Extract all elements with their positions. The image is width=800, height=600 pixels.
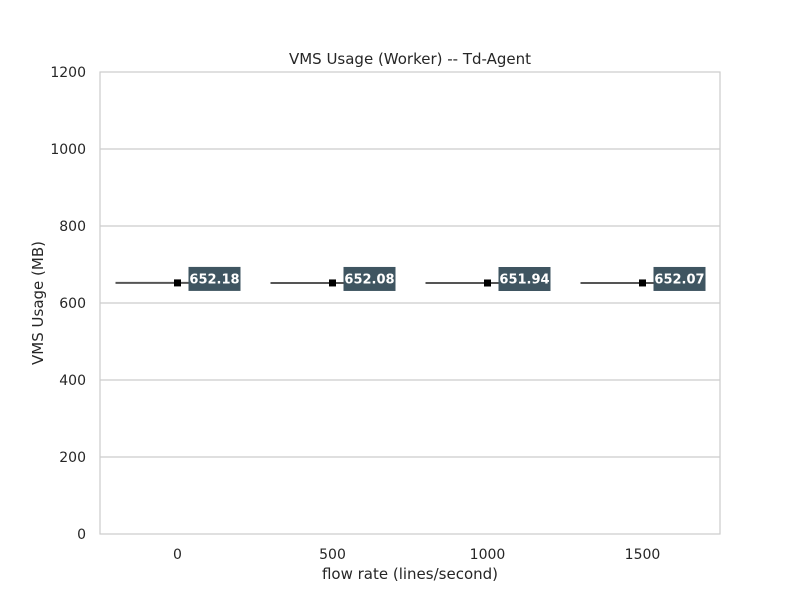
- series-item: 652.07: [580, 266, 706, 291]
- series-item: 652.18: [115, 266, 241, 291]
- mean-marker: [639, 279, 646, 287]
- series: 652.18 652.08 651.94 652.07: [115, 266, 706, 292]
- mean-marker: [329, 279, 336, 287]
- chart-title: VMS Usage (Worker) -- Td-Agent: [289, 50, 531, 68]
- y-tick-label: 1000: [50, 142, 86, 158]
- y-tick-label: 600: [59, 296, 86, 312]
- y-tick-label: 200: [59, 450, 86, 466]
- value-label: 652.07: [654, 272, 704, 287]
- value-label-bg: [343, 266, 396, 291]
- x-axis-title: flow rate (lines/second): [322, 565, 498, 583]
- x-tick-label: 500: [319, 547, 346, 563]
- value-label: 652.08: [344, 272, 394, 287]
- y-axis-title: VMS Usage (MB): [29, 241, 47, 365]
- mean-marker: [174, 279, 181, 287]
- y-axis: 0 200 400 600 800 1000 1200: [50, 65, 86, 543]
- value-label-bg: [498, 267, 551, 292]
- value-label-bg: [653, 266, 706, 291]
- value-label-bg: [188, 266, 241, 291]
- mean-marker: [484, 279, 491, 287]
- y-tick-label: 1200: [50, 65, 86, 81]
- grid: [100, 148, 720, 458]
- x-axis: 0 500 1000 1500: [173, 547, 660, 563]
- x-tick-label: 0: [173, 547, 182, 563]
- value-label: 652.18: [189, 272, 239, 287]
- y-tick-label: 400: [59, 373, 86, 389]
- plot-frame: [99, 71, 721, 535]
- y-tick-label: 0: [77, 527, 86, 543]
- series-item: 652.08: [270, 266, 396, 291]
- x-tick-label: 1500: [625, 547, 661, 563]
- y-tick-label: 800: [59, 219, 86, 235]
- series-item: 651.94: [425, 267, 551, 292]
- value-label: 651.94: [499, 273, 549, 288]
- x-tick-label: 1000: [470, 547, 506, 563]
